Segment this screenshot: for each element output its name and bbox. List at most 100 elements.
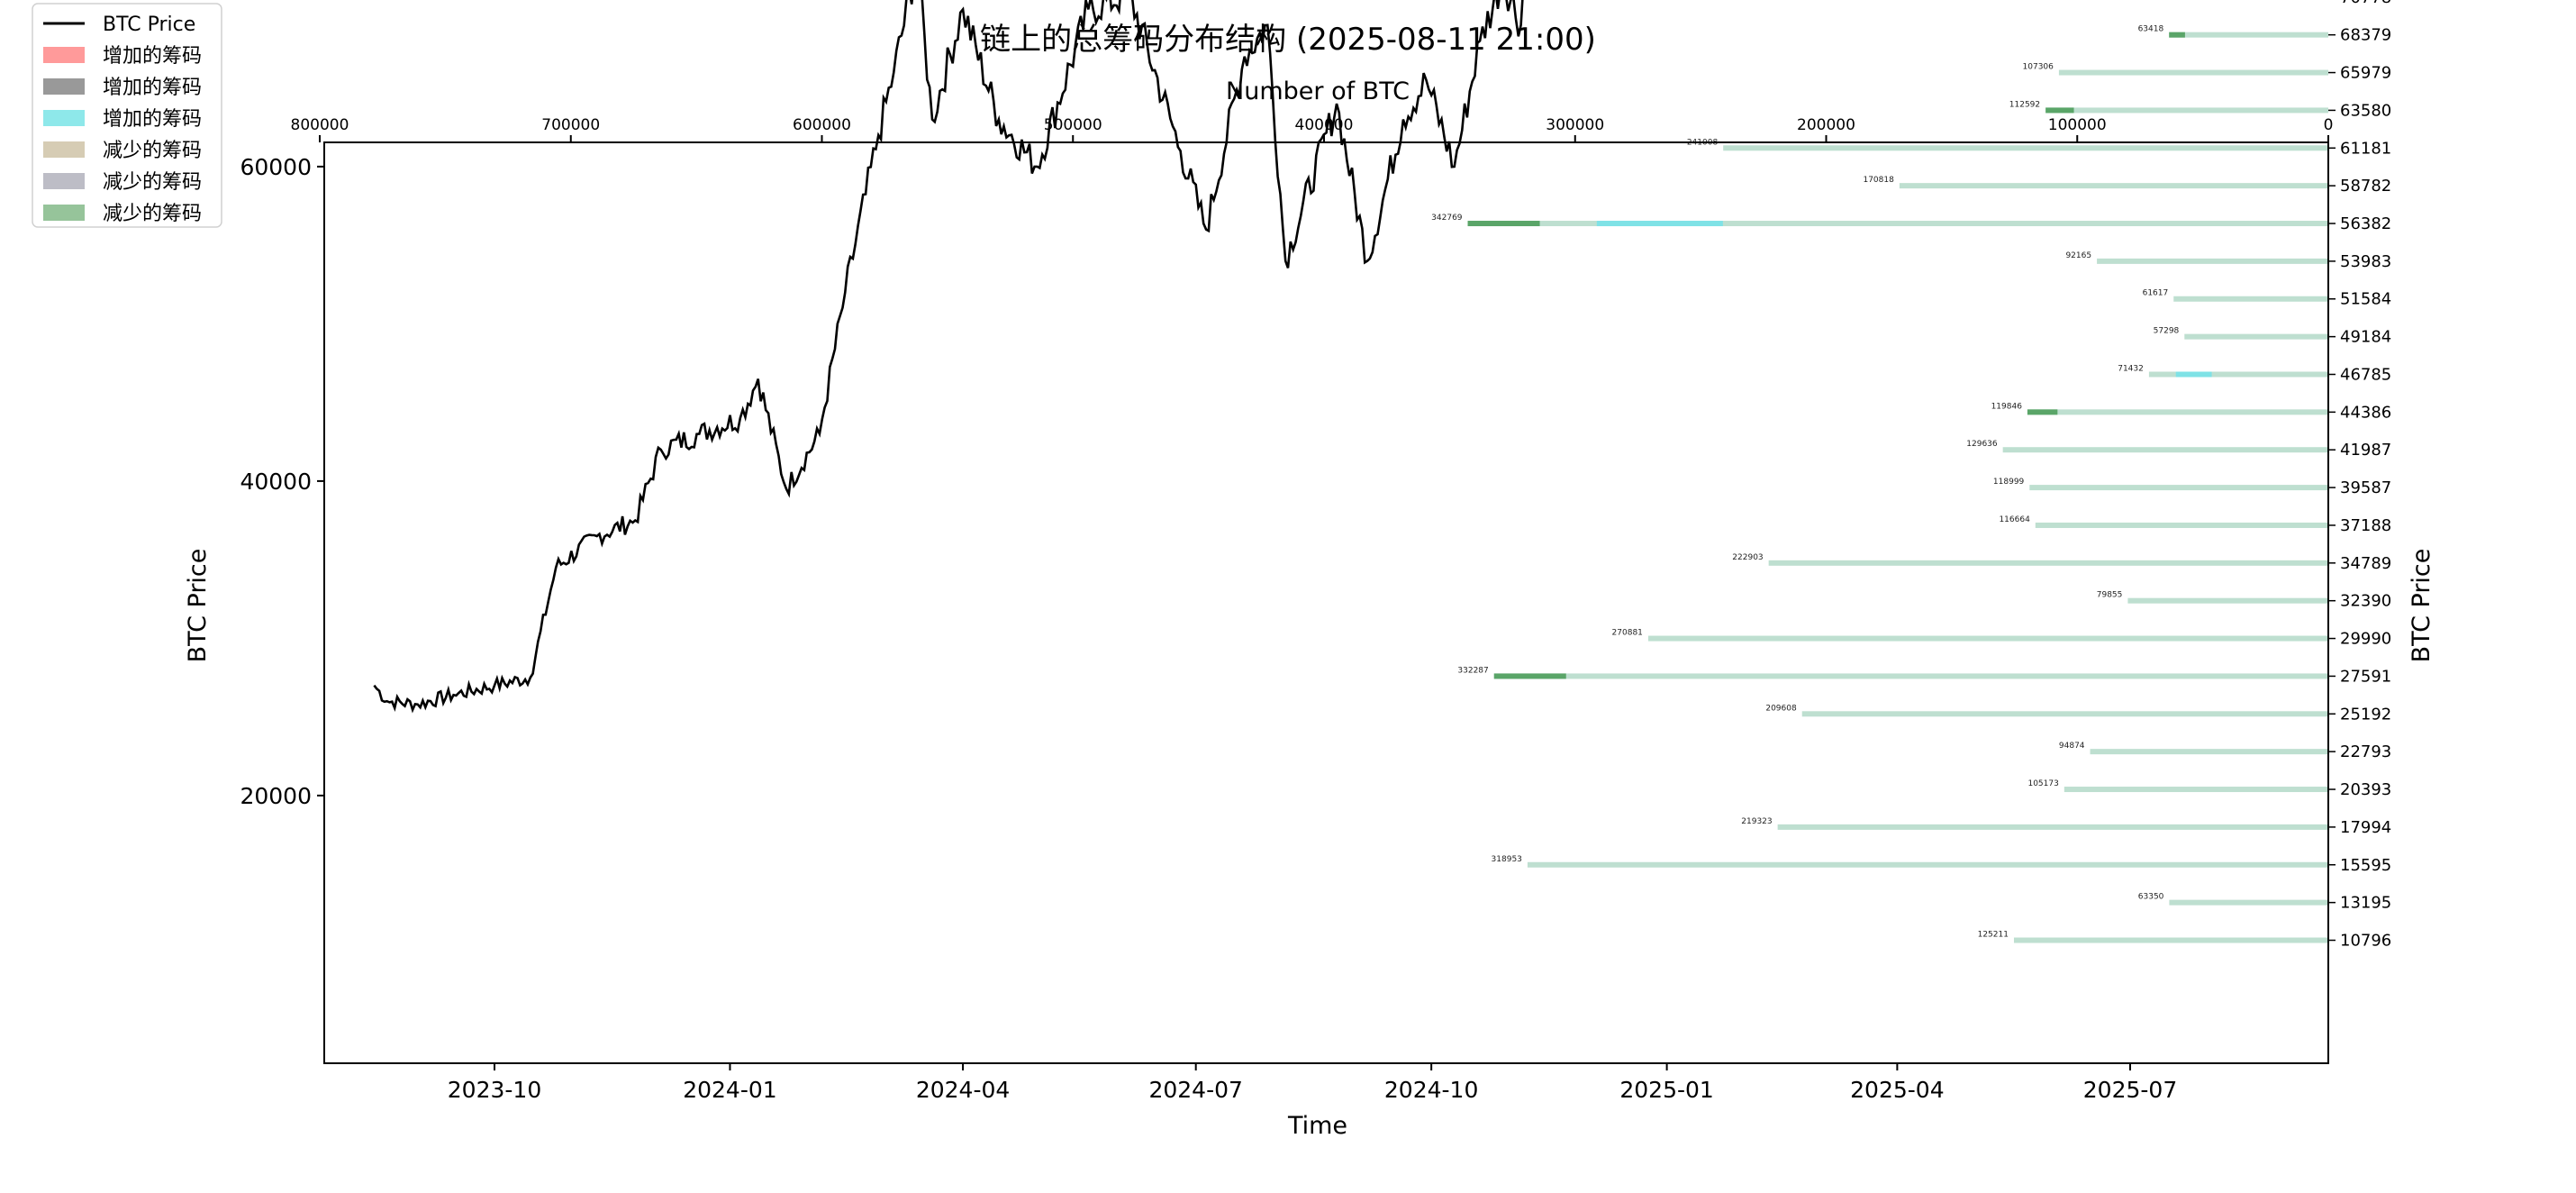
chip-bar-value: 116664: [1999, 515, 2030, 524]
chip-bar: [2002, 447, 2328, 453]
x-tick-label: 2025-01: [1619, 1077, 1713, 1103]
right-tick-label: 56382: [2340, 214, 2391, 233]
chip-bar: [2013, 937, 2328, 943]
top-tick-label: 800000: [291, 116, 349, 134]
chip-bar: [1723, 145, 2328, 151]
right-tick-label: 10796: [2340, 932, 2391, 951]
top-tick-label: 0: [2324, 116, 2334, 134]
chip-bar: [2184, 333, 2328, 340]
chip-bar: [2169, 32, 2328, 38]
chip-bar-value: 79855: [2097, 591, 2123, 600]
chip-bar-value: 63418: [2138, 25, 2164, 34]
x-tick-label: 2024-10: [1384, 1077, 1478, 1103]
legend-label: 减少的筹码: [103, 203, 202, 225]
chip-bar-value: 118999: [1993, 478, 2025, 487]
chip-bar-value: 125211: [1978, 931, 2009, 940]
right-tick-label: 20393: [2340, 780, 2391, 799]
right-tick-label: 25192: [2340, 705, 2391, 724]
chip-bar-decrease-segment: [2027, 409, 2058, 415]
chip-bar-value: 219323: [1741, 817, 1772, 826]
right-tick-label: 63580: [2340, 101, 2391, 120]
chip-bar: [2173, 296, 2328, 302]
y-axis-title: BTC Price: [184, 549, 212, 663]
top-axis-title: Number of BTC: [1226, 77, 1410, 105]
top-tick-label: 200000: [1797, 116, 1855, 134]
axes-layer: 200004000060000800001000001200002023-102…: [240, 0, 2391, 1103]
chip-bar: [2090, 749, 2328, 755]
top-tick-label: 400000: [1295, 116, 1354, 134]
legend-patch-swatch: [43, 78, 85, 95]
legend-label: 减少的筹码: [103, 171, 202, 194]
right-tick-label: 17994: [2340, 818, 2391, 837]
x-axis-title: Time: [1287, 1112, 1347, 1140]
right-tick-label: 49184: [2340, 328, 2391, 347]
chip-bar-value: 270881: [1612, 629, 1643, 638]
right-tick-label: 44386: [2340, 403, 2391, 422]
top-tick-label: 500000: [1044, 116, 1102, 134]
right-tick-label: 51584: [2340, 290, 2391, 309]
x-tick-label: 2024-07: [1148, 1077, 1242, 1103]
chip-bar: [1899, 183, 2328, 189]
right-y-axis-title: BTC Price: [2408, 549, 2435, 663]
chip-bar: [1768, 560, 2328, 566]
legend-label: 增加的筹码: [103, 77, 202, 99]
chip-bar-value: 342769: [1431, 214, 1463, 223]
chip-bar: [2097, 258, 2328, 264]
chip-bar-value: 105173: [2027, 779, 2058, 788]
chip-bar-increase-segment: [1596, 221, 1723, 227]
chip-bar: [2058, 69, 2328, 76]
chip-bar-value: 57298: [2154, 327, 2180, 336]
chip-bar-value: 112592: [2009, 100, 2040, 109]
chip-bar-value: 94874: [2059, 742, 2085, 751]
top-tick-label: 300000: [1546, 116, 1604, 134]
chip-bar: [2148, 371, 2328, 378]
chart-title: 链上的总筹码分布结构 (2025-08-11 21:00): [980, 22, 1596, 58]
legend-label: 减少的筹码: [103, 140, 202, 162]
right-tick-label: 39587: [2340, 478, 2391, 497]
chip-bar: [2045, 107, 2328, 114]
chip-bar-value: 170818: [1863, 176, 1894, 185]
right-tick-label: 29990: [2340, 630, 2391, 649]
right-tick-label: 41987: [2340, 441, 2391, 460]
top-tick-label: 100000: [2048, 116, 2107, 134]
chip-bar-value: 332287: [1457, 666, 1488, 675]
chip-bar-decrease-segment: [2045, 107, 2074, 114]
right-tick-label: 61181: [2340, 139, 2391, 158]
right-tick-label: 32390: [2340, 592, 2391, 611]
x-tick-label: 2025-07: [2083, 1077, 2177, 1103]
plot-frame: [323, 141, 2329, 1064]
x-tick-label: 2025-04: [1850, 1077, 1944, 1103]
x-tick-label: 2024-04: [916, 1077, 1010, 1103]
chip-bar-value: 119846: [1991, 402, 2023, 411]
y-tick-label: 60000: [240, 154, 312, 180]
btc-price-line: [373, 0, 1524, 714]
legend-patch-swatch: [43, 173, 85, 189]
chip-bar: [1647, 635, 2328, 642]
right-tick-label: 70778: [2340, 0, 2391, 7]
price-line-layer: [373, 0, 1524, 714]
legend-patch-swatch: [43, 141, 85, 158]
chip-bar: [2169, 899, 2328, 906]
legend-patch-swatch: [43, 110, 85, 126]
chip-bar-value: 71432: [2118, 364, 2144, 373]
chip-bar: [1777, 824, 2328, 830]
legend-patch-swatch: [43, 205, 85, 221]
chip-bar-value: 129636: [1966, 440, 1998, 449]
chip-bar-value: 61617: [2143, 289, 2169, 298]
chip-bar: [1467, 221, 2328, 227]
legend-patch-swatch: [43, 47, 85, 63]
chip-bar-increase-segment: [2175, 371, 2212, 378]
chip-bar-decrease-segment: [2169, 32, 2185, 38]
legend-label: BTC Price: [103, 14, 195, 36]
chip-bar: [1493, 673, 2328, 679]
chip-bar: [1801, 711, 2328, 717]
chip-bar-decrease-segment: [1493, 673, 1566, 679]
chip-bar: [2064, 787, 2328, 793]
right-tick-label: 22793: [2340, 742, 2391, 761]
right-tick-label: 27591: [2340, 667, 2391, 686]
x-tick-label: 2023-10: [448, 1077, 541, 1103]
right-tick-label: 68379: [2340, 26, 2391, 45]
right-tick-label: 15595: [2340, 856, 2391, 875]
